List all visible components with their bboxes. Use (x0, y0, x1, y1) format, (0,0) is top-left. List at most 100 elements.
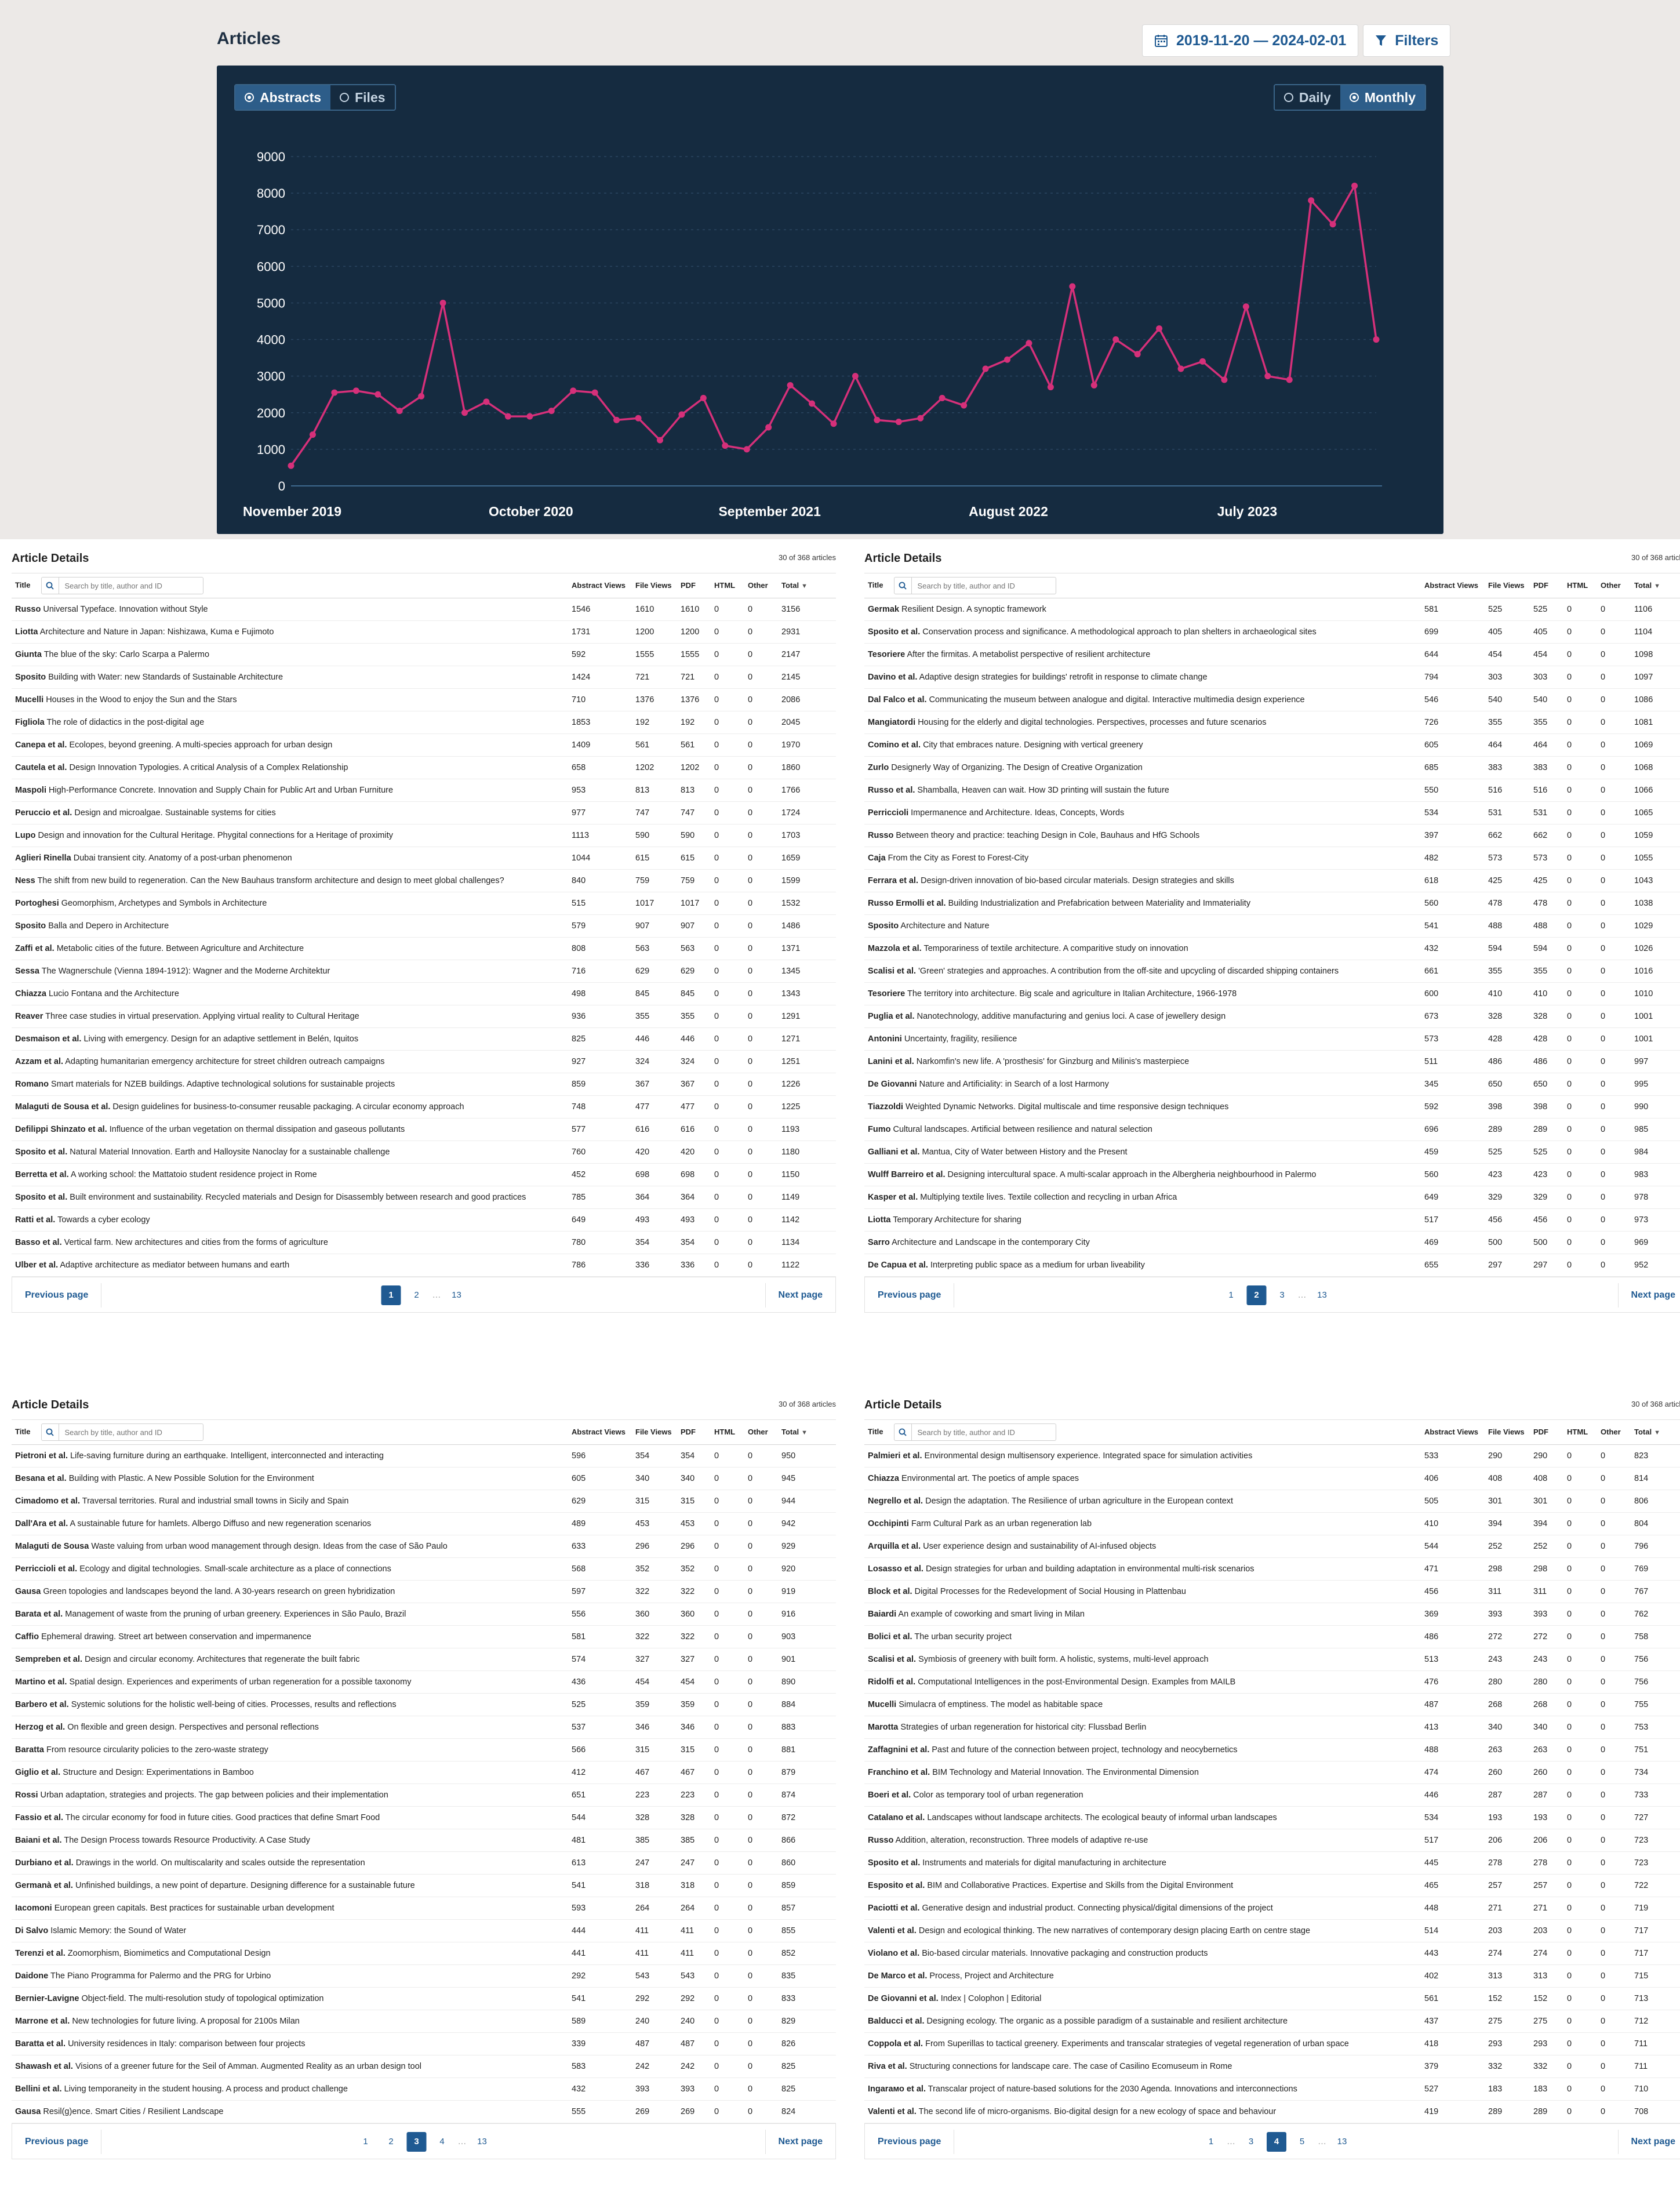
article-title[interactable]: Nanotechnology, additive manufacturing a… (917, 1011, 1226, 1021)
article-title[interactable]: Spatial design. Experiences and experime… (69, 1677, 412, 1687)
article-title[interactable]: A working school: the Mattatoio student … (70, 1169, 317, 1179)
article-title-cell[interactable]: Sposito et al. Built environment and sus… (12, 1186, 568, 1209)
column-html[interactable]: HTML (711, 1419, 744, 1445)
column-abstract-views[interactable]: Abstract Views (568, 573, 632, 598)
article-title-cell[interactable]: Baratta et al. University residences in … (12, 2032, 568, 2055)
article-title[interactable]: The territory into architecture. Big sca… (907, 989, 1237, 998)
article-title[interactable]: Bio-based circular materials. Innovative… (922, 1948, 1208, 1958)
previous-page-button[interactable]: Previous page (865, 1283, 955, 1307)
page-number-button[interactable]: 13 (1337, 2137, 1347, 2146)
article-title-cell[interactable]: Sposito Architecture and Nature (864, 914, 1421, 938)
page-number-button[interactable]: 2 (1246, 1285, 1267, 1305)
article-title-cell[interactable]: Rossi Urban adaptation, strategies and p… (12, 1784, 568, 1807)
article-title-cell[interactable]: Occhipinti Farm Cultural Park as an urba… (864, 1512, 1421, 1535)
article-title[interactable]: Living temporaneity in the student housi… (64, 2084, 348, 2094)
article-title[interactable]: Architecture and Nature (900, 921, 990, 931)
article-title[interactable]: Geomorphism, Archetypes and Symbols in A… (61, 898, 267, 908)
article-title[interactable]: Design guidelines for business-to-consum… (112, 1102, 464, 1112)
article-title-cell[interactable]: Figliola The role of didactics in the po… (12, 711, 568, 734)
column-pdf[interactable]: PDF (1530, 573, 1563, 598)
article-title-cell[interactable]: Mazzola et al. Temporariness of textile … (864, 937, 1421, 960)
article-title[interactable]: Design the adaptation. The Resilience of… (925, 1496, 1234, 1506)
article-title[interactable]: The Wagnerschule (Vienna 1894-1912): Wag… (41, 966, 330, 976)
article-title[interactable]: The shift from new build to regeneration… (37, 876, 504, 885)
article-title-cell[interactable]: Defilippi Shinzato et al. Influence of t… (12, 1118, 568, 1141)
article-title[interactable]: Simulacra of emptiness. The model as hab… (899, 1699, 1103, 1709)
article-title-cell[interactable]: Zurlo Designerly Way of Organizing. The … (864, 756, 1421, 779)
article-title-cell[interactable]: Block et al. Digital Processes for the R… (864, 1580, 1421, 1603)
article-title[interactable]: Drawings in the world. On multiscalarity… (75, 1858, 365, 1868)
article-title-cell[interactable]: Herzog et al. On flexible and green desi… (12, 1716, 568, 1739)
article-title[interactable]: Multiplying textile lives. Textile colle… (920, 1192, 1177, 1202)
next-page-button[interactable]: Next page (765, 1283, 835, 1307)
article-title-cell[interactable]: Paciotti et al. Generative design and in… (864, 1897, 1421, 1920)
article-title[interactable]: Impermanence and Architecture. Ideas, Co… (911, 808, 1125, 818)
article-title[interactable]: Three case studies in virtual preservati… (45, 1011, 359, 1021)
column-other[interactable]: Other (1597, 573, 1631, 598)
article-title[interactable]: After the firmitas. A metabolist perspec… (907, 649, 1151, 659)
article-title-cell[interactable]: Iacomoni European green capitals. Best p… (12, 1897, 568, 1920)
article-title[interactable]: Building with Water: new Standards of Su… (48, 672, 283, 682)
column-file-views[interactable]: File Views (1485, 1419, 1530, 1445)
article-title[interactable]: Structuring connections for landscape ca… (909, 2061, 1232, 2071)
article-title-cell[interactable]: Valenti et al. Design and ecological thi… (864, 1919, 1421, 1942)
article-title[interactable]: Design strategies for urban and building… (925, 1564, 1254, 1574)
article-title-cell[interactable]: Perriccioli Impermanence and Architectur… (864, 801, 1421, 825)
article-title-cell[interactable]: Baratta From resource circularity polici… (12, 1738, 568, 1761)
article-title-cell[interactable]: Malaguti de Sousa Waste valuing from urb… (12, 1535, 568, 1558)
article-title-cell[interactable]: Ridolfi et al. Computational Intelligenc… (864, 1670, 1421, 1694)
article-title-cell[interactable]: Sposito et al. Instruments and materials… (864, 1851, 1421, 1875)
next-page-button[interactable]: Next page (1617, 2130, 1680, 2154)
article-title-cell[interactable]: Germak Resilient Design. A synoptic fram… (864, 598, 1421, 621)
article-title[interactable]: Urban adaptation, strategies and project… (40, 1790, 388, 1800)
article-title[interactable]: Object-field. The multi-resolution study… (81, 1993, 324, 2003)
article-title[interactable]: Design and microalgae. Sustainable syste… (74, 808, 276, 818)
filters-button[interactable]: Filters (1363, 24, 1451, 57)
page-number-button[interactable]: 3 (1248, 2137, 1254, 2146)
article-title-cell[interactable]: Sessa The Wagnerschule (Vienna 1894-1912… (12, 960, 568, 983)
column-total[interactable]: Total ▼ (1631, 1419, 1680, 1445)
article-title-cell[interactable]: Pietroni et al. Life-saving furniture du… (12, 1444, 568, 1468)
article-title[interactable]: Housing for the elderly and digital tech… (918, 717, 1267, 727)
article-title[interactable]: Zoomorphism, Biomimetics and Computation… (67, 1948, 271, 1958)
page-number-button[interactable]: 3 (406, 2132, 427, 2152)
article-title-cell[interactable]: Giglio et al. Structure and Design: Expe… (12, 1761, 568, 1784)
article-title-cell[interactable]: Russo et al. Shamballa, Heaven can wait.… (864, 779, 1421, 802)
next-page-button[interactable]: Next page (1617, 1283, 1680, 1307)
column-other[interactable]: Other (1597, 1419, 1631, 1445)
article-title[interactable]: Environmental art. The poetics of ample … (901, 1473, 1079, 1483)
article-title-cell[interactable]: Malaguti de Sousa et al. Design guidelin… (12, 1095, 568, 1118)
article-title[interactable]: An example of coworking and smart living… (898, 1609, 1085, 1619)
article-title-cell[interactable]: Portoghesi Geomorphism, Archetypes and S… (12, 892, 568, 915)
column-html[interactable]: HTML (1563, 1419, 1597, 1445)
search-field[interactable] (41, 1423, 203, 1441)
article-title[interactable]: Temporariness of textile architecture. A… (923, 943, 1188, 953)
article-title[interactable]: From the City as Forest to Forest-City (888, 853, 1029, 863)
page-number-button[interactable]: 1 (381, 1285, 401, 1305)
article-title[interactable]: Farm Cultural Park as an urban regenerat… (911, 1519, 1092, 1528)
article-title[interactable]: The role of didactics in the post-digita… (46, 717, 205, 727)
article-title[interactable]: Designing intercultural space. A multi-s… (947, 1169, 1317, 1179)
article-title-cell[interactable]: Violano et al. Bio-based circular materi… (864, 1942, 1421, 1965)
article-title-cell[interactable]: Zaffi et al. Metabolic cities of the fut… (12, 937, 568, 960)
article-title-cell[interactable]: Azzam et al. Adapting humanitarian emerg… (12, 1050, 568, 1073)
article-title-cell[interactable]: Fassio et al. The circular economy for f… (12, 1806, 568, 1829)
article-title[interactable]: Resil(g)ence. Smart Cities / Resilient L… (43, 2106, 224, 2116)
article-title-cell[interactable]: Cimadomo et al. Traversal territories. R… (12, 1490, 568, 1513)
monthly-option[interactable]: Monthly (1340, 85, 1425, 110)
article-title-cell[interactable]: Palmieri et al. Environmental design mul… (864, 1444, 1421, 1468)
article-title[interactable]: Cultural landscapes. Artificial between … (893, 1124, 1152, 1134)
search-input[interactable] (59, 581, 198, 590)
article-title-cell[interactable]: Ulber et al. Adaptive architecture as me… (12, 1254, 568, 1277)
article-title-cell[interactable]: Coppola et al. From Superillas to tactic… (864, 2032, 1421, 2055)
article-title-cell[interactable]: Barbero et al. Systemic solutions for th… (12, 1693, 568, 1716)
article-title[interactable]: Design Innovation Typologies. A critical… (69, 762, 348, 772)
files-option[interactable]: Files (330, 85, 395, 110)
article-title-cell[interactable]: Peruccio et al. Design and microalgae. S… (12, 801, 568, 825)
article-title[interactable]: The Design Process towards Resource Prod… (64, 1835, 310, 1845)
article-title-cell[interactable]: Mucelli Houses in the Wood to enjoy the … (12, 688, 568, 711)
article-title-cell[interactable]: Desmaison et al. Living with emergency. … (12, 1027, 568, 1051)
date-range-button[interactable]: 2019-11-20 — 2024-02-01 (1142, 24, 1359, 57)
article-title-cell[interactable]: Sarro Architecture and Landscape in the … (864, 1231, 1421, 1254)
daily-option[interactable]: Daily (1274, 85, 1340, 110)
